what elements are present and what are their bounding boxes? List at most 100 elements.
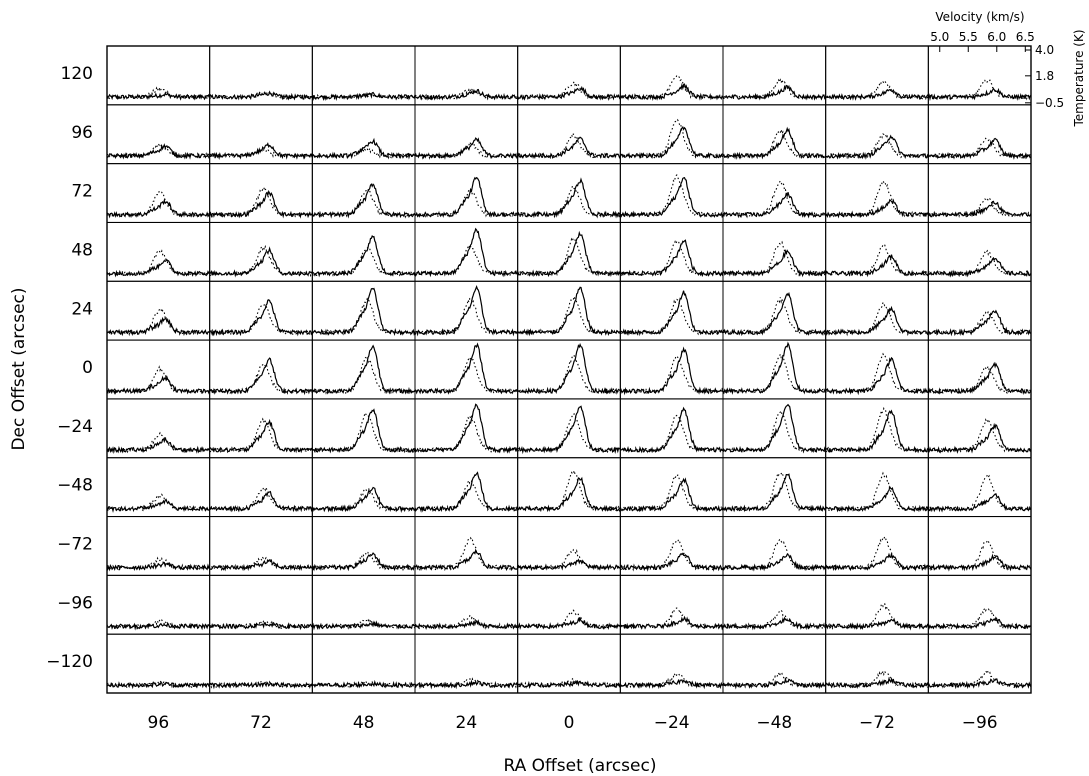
spectrum-panel [311,516,416,576]
spectrum-line-dotted [619,414,723,454]
spectrum-panel [927,280,1032,341]
spectrum-panel [927,574,1032,635]
spectrum-line-dotted [311,680,416,689]
spectrum-line-dotted [414,536,518,572]
spectrum-line-dotted [722,127,827,160]
spectrum-panel [927,516,1032,576]
spectrum-line-dotted [106,431,211,455]
spectrum-line-solid [620,125,724,160]
velocity-tick-label: 6.5 [1016,30,1035,44]
spectrum-line-solid [722,473,827,513]
spectrum-line-dotted [311,487,416,513]
spectrum-line-solid [414,227,518,278]
ra-tick-label: −24 [654,713,690,733]
spectrum-line-dotted [927,364,1032,395]
spectrum-panel [209,339,313,400]
ra-tick-label: 72 [250,713,272,733]
spectrum-panel [927,163,1032,223]
spectrum-line-dotted [106,307,211,337]
spectrum-line-solid [619,82,724,102]
spectrum-line-solid [722,126,827,160]
spectrum-panel [517,45,621,106]
spectrum-line-dotted [106,679,211,689]
spectrum-line-solid [927,309,1032,337]
spectrum-line-dotted [311,355,416,395]
spectrum-line-dotted [620,298,724,337]
spectrum-line-solid [517,85,621,101]
ra-tick-label: −96 [962,713,998,733]
spectrum-panel [927,45,1032,106]
spectrum-panel [209,574,313,635]
spectrum-line-dotted [209,486,313,513]
spectrum-panel [722,574,827,635]
spectrum-line-dotted [620,672,724,689]
spectrum-line-dotted [414,614,519,631]
spectrum-panel [517,633,621,694]
spectrum-line-solid [927,422,1032,454]
temperature-ticks: 4.0 1.8 −0.5 [1025,43,1064,110]
spectrum-line-dotted [209,556,313,572]
spectrum-panel [106,574,211,635]
spectrum-line-solid [517,342,621,395]
spectrum-line-dotted [619,74,723,101]
spectrum-line-solid [927,137,1032,160]
spectrum-line-solid [311,287,416,336]
spectrum-line-dotted [311,297,416,336]
spectrum-line-solid [311,486,416,513]
spectrum-line-dotted [414,297,519,336]
spectrum-panel [106,163,211,223]
spectrum-line-dotted [209,90,313,101]
spectrum-line-dotted [517,133,621,159]
spectrum-panel [311,339,416,400]
plot-frame [106,45,1032,694]
spectrum-line-dotted [106,85,211,101]
spectrum-line-solid [414,284,519,337]
spectrum-line-dotted [722,179,827,219]
spectrum-line-solid [517,558,621,572]
spectrum-panel [927,221,1032,282]
spectrum-line-dotted [517,609,621,631]
spectrum-line-solid [209,299,313,337]
spectra-panels [106,45,1032,694]
spectrum-line-solid [825,305,929,337]
dec-tick-label: 120 [61,64,93,84]
spectrum-panel [825,221,929,282]
spectrum-line-solid [517,230,621,278]
spectrum-line-solid [414,88,519,101]
spectrum-line-solid [106,437,211,454]
spectrum-panel [209,398,313,459]
spectrum-line-dotted [619,118,724,160]
spectrum-line-dotted [106,493,211,513]
spectrum-line-dotted [209,304,313,336]
spectrum-line-dotted [825,535,929,572]
spectrum-line-dotted [620,538,724,572]
spectrum-line-solid [209,357,313,396]
dec-tick-label: −24 [57,417,93,437]
spectrum-panel [311,457,416,518]
spectrum-line-solid [517,177,621,219]
spectrum-line-dotted [414,86,519,101]
spectrum-line-dotted [928,197,1032,219]
velocity-tick-label: 5.0 [930,30,949,44]
spectrum-line-dotted [106,190,211,219]
spectrum-line-dotted [619,174,724,218]
dec-tick-label: 24 [71,299,93,319]
spectrum-line-solid [825,409,929,454]
spectrum-panel [619,104,724,165]
spectrum-panel [517,280,621,341]
spectrum-line-solid [722,291,827,337]
spectrum-panel [414,163,519,223]
spectrum-panel [825,457,929,518]
spectrum-panel [517,104,621,165]
temperature-axis-title: Temperature (K) [1072,29,1086,127]
spectrum-line-dotted [722,538,827,572]
spectrum-panel [619,574,724,635]
spectrum-line-dotted [825,243,929,278]
spectrum-panel [106,398,211,459]
panel-frame [311,45,416,106]
spectrum-line-solid [209,142,313,160]
velocity-axis-title: Velocity (km/s) [935,10,1024,24]
spectrum-panel [619,516,724,576]
panel-frame [209,339,313,400]
spectrum-line-solid [517,476,621,513]
